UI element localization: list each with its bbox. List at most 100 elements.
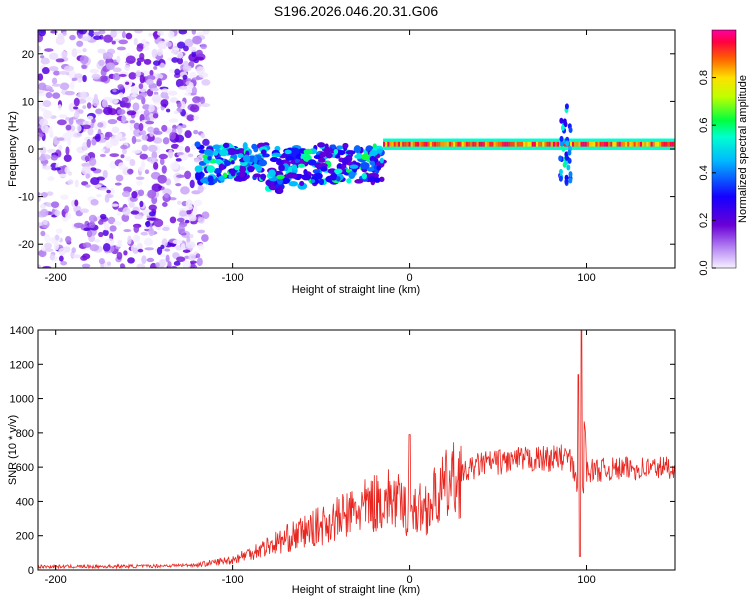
- heatmap-cell: [184, 130, 192, 139]
- heatmap-cell: [167, 90, 178, 96]
- spectrogram-x-ticks: -200 -100 0 100: [45, 30, 596, 284]
- heatmap-cell: [171, 57, 179, 63]
- heatmap-cell: [138, 165, 145, 172]
- heatmap-cell: [118, 162, 126, 170]
- heatmap-cell: [193, 158, 200, 163]
- heatmap-cell: [440, 141, 443, 147]
- heatmap-cell: [124, 64, 130, 71]
- heatmap-cell: [385, 141, 388, 147]
- heatmap-cell: [143, 109, 150, 117]
- heatmap-cell: [222, 142, 230, 149]
- heatmap-cell: [131, 149, 141, 154]
- snr-x-label: Height of straight line (km): [292, 584, 420, 596]
- heatmap-cell: [162, 202, 168, 207]
- heatmap-cell: [431, 141, 435, 147]
- heatmap-cell: [197, 217, 205, 224]
- heatmap-cell: [202, 138, 210, 146]
- heatmap-cell: [506, 141, 509, 147]
- heatmap-cell: [366, 167, 375, 172]
- heatmap-cell: [161, 165, 167, 174]
- snr-y-label: SNR (10 * v/v): [7, 415, 19, 485]
- heatmap-cell: [516, 141, 520, 147]
- heatmap-cell: [608, 141, 611, 147]
- heatmap-cell: [150, 87, 159, 92]
- spectrogram-x-tick-label: 100: [577, 272, 595, 284]
- heatmap-cell: [202, 30, 210, 35]
- heatmap-cell: [73, 106, 79, 110]
- heatmap-cell: [376, 148, 383, 154]
- heatmap-cell: [580, 141, 584, 147]
- heatmap-cell: [136, 263, 146, 268]
- heatmap-cell: [646, 141, 649, 147]
- heatmap-cell: [81, 36, 92, 42]
- heatmap-cell: [369, 150, 378, 156]
- heatmap-cell: [133, 224, 140, 233]
- heatmap-cell: [131, 191, 138, 199]
- heatmap-cell: [172, 239, 183, 245]
- heatmap-cell: [324, 143, 329, 149]
- heatmap-cell: [187, 153, 194, 158]
- heatmap-cell: [191, 77, 201, 81]
- heatmap-cell: [310, 179, 316, 184]
- heatmap-cell: [119, 92, 124, 99]
- heatmap-cell: [84, 121, 89, 125]
- heatmap-cell: [147, 126, 155, 133]
- heatmap-cell: [86, 115, 94, 121]
- heatmap-cell: [158, 62, 166, 69]
- heatmap-cell: [317, 142, 326, 148]
- heatmap-cell: [156, 226, 162, 231]
- heatmap-cell: [105, 141, 113, 149]
- heatmap-cell: [436, 141, 439, 147]
- heatmap-cell: [42, 219, 48, 225]
- heatmap-cell: [599, 141, 603, 147]
- heatmap-cell: [348, 171, 356, 179]
- heatmap-cell: [159, 157, 165, 166]
- heatmap-cell: [72, 254, 82, 259]
- heatmap-cell: [137, 248, 144, 253]
- heatmap-cell: [138, 123, 144, 132]
- heatmap-cell: [90, 199, 99, 206]
- heatmap-cell: [46, 191, 54, 196]
- heatmap-cell: [184, 219, 190, 224]
- heatmap-cell: [402, 141, 405, 147]
- heatmap-cell: [345, 150, 356, 155]
- heatmap-cell: [81, 124, 91, 130]
- heatmap-cell: [406, 141, 409, 147]
- heatmap-cell: [631, 141, 634, 147]
- heatmap-cell: [52, 136, 60, 146]
- heatmap-cell: [38, 89, 46, 97]
- heatmap-cell: [408, 141, 412, 147]
- heatmap-cell: [128, 72, 137, 80]
- heatmap-cell: [162, 226, 170, 231]
- heatmap-cell: [194, 141, 201, 148]
- heatmap-cell: [138, 83, 144, 90]
- heatmap-cell: [85, 173, 91, 179]
- heatmap-cell: [55, 36, 65, 46]
- heatmap-cell: [276, 174, 285, 180]
- heatmap-cell: [635, 141, 639, 147]
- heatmap-cell: [197, 185, 204, 193]
- heatmap-cell: [49, 89, 55, 93]
- heatmap-cell: [201, 211, 210, 219]
- heatmap-cell: [297, 163, 305, 168]
- heatmap-cell: [177, 125, 183, 135]
- heatmap-cell: [76, 92, 85, 99]
- heatmap-cell: [410, 141, 414, 147]
- heatmap-cell: [58, 114, 68, 118]
- heatmap-cell: [531, 141, 535, 147]
- heatmap-cell: [527, 141, 530, 147]
- heatmap-cell: [218, 163, 225, 171]
- heatmap-cell: [58, 144, 63, 151]
- heatmap-cell: [139, 130, 147, 136]
- heatmap-cell: [558, 175, 563, 182]
- heatmap-cell: [183, 92, 192, 96]
- heatmap-cell: [242, 154, 251, 163]
- heatmap-cell: [89, 244, 100, 252]
- heatmap-cell: [258, 159, 268, 167]
- heatmap-cell: [188, 253, 196, 261]
- heatmap-cell: [112, 67, 122, 73]
- heatmap-cell: [459, 141, 462, 147]
- heatmap-cell: [160, 244, 165, 250]
- heatmap-cell: [38, 102, 44, 110]
